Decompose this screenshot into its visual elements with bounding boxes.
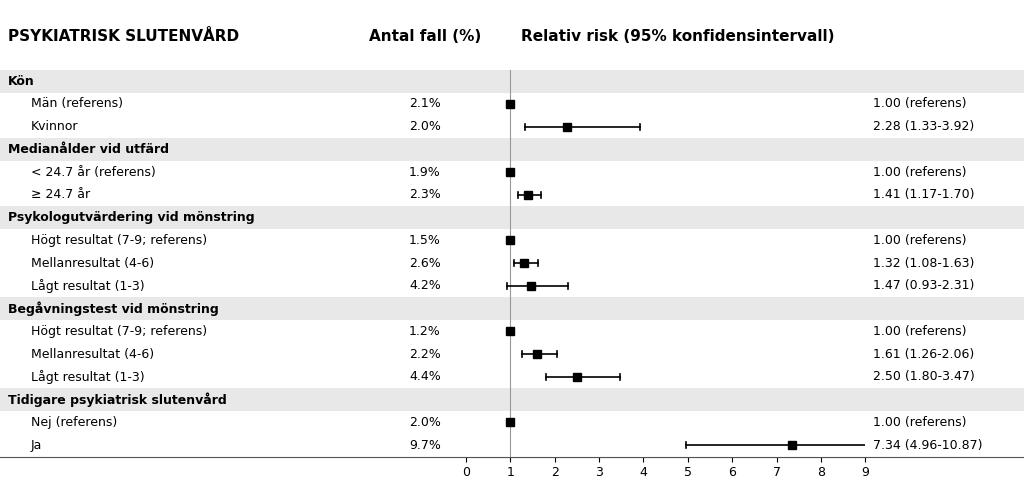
Bar <box>0 388 1024 411</box>
Text: 2.50 (1.80-3.47): 2.50 (1.80-3.47) <box>873 370 975 383</box>
Bar <box>466 297 865 320</box>
Text: 1.5%: 1.5% <box>409 234 441 247</box>
Text: Lågt resultat (1-3): Lågt resultat (1-3) <box>31 370 144 384</box>
Bar <box>466 252 865 274</box>
Text: Relativ risk (95% konfidensintervall): Relativ risk (95% konfidensintervall) <box>521 28 835 44</box>
Bar <box>0 252 1024 274</box>
Text: 2.28 (1.33-3.92): 2.28 (1.33-3.92) <box>873 120 975 133</box>
Bar <box>0 115 1024 138</box>
Text: ≥ 24.7 år: ≥ 24.7 år <box>31 189 90 202</box>
Bar <box>0 343 1024 366</box>
Text: Begåvningstest vid mönstring: Begåvningstest vid mönstring <box>8 301 219 316</box>
Text: < 24.7 år (referens): < 24.7 år (referens) <box>31 166 156 179</box>
Text: 2.6%: 2.6% <box>409 256 441 270</box>
Bar <box>0 184 1024 207</box>
Bar <box>0 229 1024 252</box>
Text: Kvinnor: Kvinnor <box>31 120 78 133</box>
Bar <box>466 274 865 297</box>
Bar <box>0 297 1024 320</box>
Bar <box>0 411 1024 434</box>
Bar <box>466 184 865 207</box>
Bar <box>466 366 865 388</box>
Text: 1.32 (1.08-1.63): 1.32 (1.08-1.63) <box>873 256 975 270</box>
Text: 2.0%: 2.0% <box>409 120 441 133</box>
Text: Nej (referens): Nej (referens) <box>31 416 117 429</box>
Bar <box>466 207 865 229</box>
Bar <box>466 343 865 366</box>
Text: 1.41 (1.17-1.70): 1.41 (1.17-1.70) <box>873 189 975 202</box>
Bar <box>0 320 1024 343</box>
Text: 2.3%: 2.3% <box>409 189 441 202</box>
Text: Antal fall (%): Antal fall (%) <box>369 28 481 44</box>
Text: Psykologutvärdering vid mönstring: Psykologutvärdering vid mönstring <box>8 211 255 224</box>
Bar <box>466 229 865 252</box>
Text: 1.61 (1.26-2.06): 1.61 (1.26-2.06) <box>873 348 975 361</box>
Text: 2.1%: 2.1% <box>409 97 441 110</box>
Text: 1.2%: 1.2% <box>409 325 441 338</box>
Bar <box>466 388 865 411</box>
Text: 1.00 (referens): 1.00 (referens) <box>873 97 967 110</box>
Text: Högt resultat (7-9; referens): Högt resultat (7-9; referens) <box>31 325 207 338</box>
Text: Högt resultat (7-9; referens): Högt resultat (7-9; referens) <box>31 234 207 247</box>
Bar <box>0 93 1024 115</box>
Bar <box>0 274 1024 297</box>
Text: 2.2%: 2.2% <box>409 348 441 361</box>
Text: Lågt resultat (1-3): Lågt resultat (1-3) <box>31 279 144 293</box>
Bar <box>466 115 865 138</box>
Bar <box>466 138 865 161</box>
Text: 4.4%: 4.4% <box>409 370 441 383</box>
Text: 9.7%: 9.7% <box>409 439 441 452</box>
Bar <box>466 93 865 115</box>
Bar <box>0 366 1024 388</box>
Bar <box>466 434 865 457</box>
Text: Ja: Ja <box>31 439 42 452</box>
Text: 7.34 (4.96-10.87): 7.34 (4.96-10.87) <box>873 439 983 452</box>
Text: 1.00 (referens): 1.00 (referens) <box>873 166 967 179</box>
Text: 1.00 (referens): 1.00 (referens) <box>873 325 967 338</box>
Text: Tidigare psykiatrisk slutenvård: Tidigare psykiatrisk slutenvård <box>8 392 227 407</box>
Text: Män (referens): Män (referens) <box>31 97 123 110</box>
Bar <box>0 70 1024 93</box>
Text: Medianålder vid utfärd: Medianålder vid utfärd <box>8 143 169 156</box>
Bar <box>466 320 865 343</box>
Bar <box>0 207 1024 229</box>
Text: Mellanresultat (4-6): Mellanresultat (4-6) <box>31 348 154 361</box>
Text: Kön: Kön <box>8 75 35 88</box>
Text: 1.00 (referens): 1.00 (referens) <box>873 416 967 429</box>
Text: 1.00 (referens): 1.00 (referens) <box>873 234 967 247</box>
Bar <box>0 161 1024 184</box>
Bar <box>466 70 865 93</box>
Text: 1.9%: 1.9% <box>409 166 441 179</box>
Bar <box>0 138 1024 161</box>
Text: Mellanresultat (4-6): Mellanresultat (4-6) <box>31 256 154 270</box>
Bar <box>466 161 865 184</box>
Text: 4.2%: 4.2% <box>409 279 441 292</box>
Bar <box>466 411 865 434</box>
Bar <box>0 434 1024 457</box>
Text: PSYKIATRISK SLUTENVÅRD: PSYKIATRISK SLUTENVÅRD <box>8 28 240 44</box>
Text: 2.0%: 2.0% <box>409 416 441 429</box>
Text: 1.47 (0.93-2.31): 1.47 (0.93-2.31) <box>873 279 975 292</box>
